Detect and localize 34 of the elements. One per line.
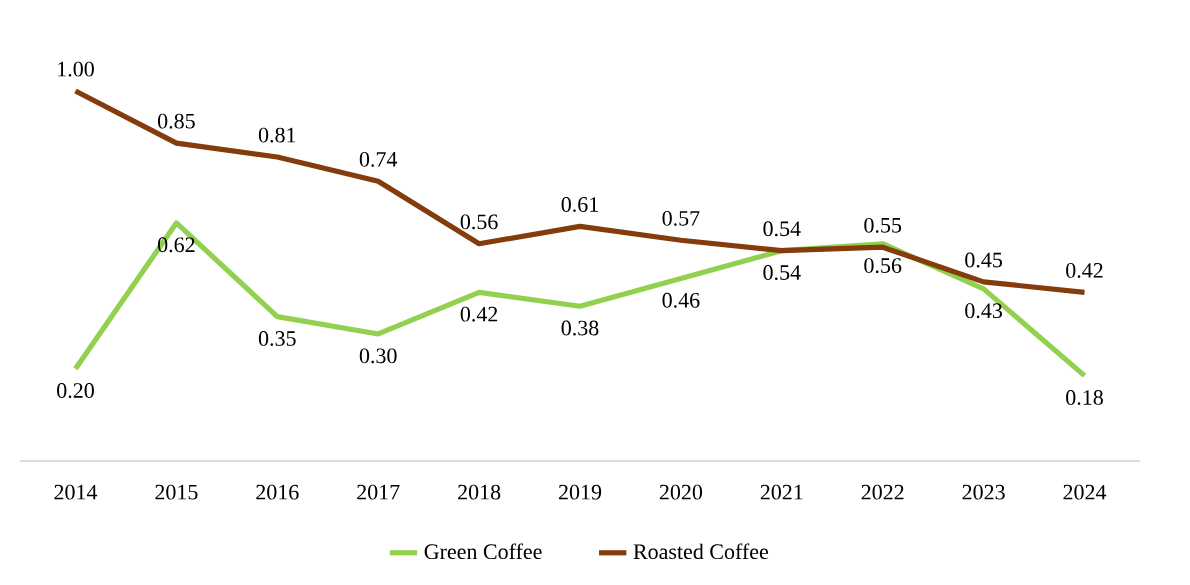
data-label: 0.18 — [1066, 390, 1103, 405]
x-tick-label: 2014 — [54, 484, 98, 500]
x-tick-label: 2021 — [760, 484, 803, 500]
x-tick-label: 2022 — [861, 484, 904, 500]
x-tick-label: 2018 — [458, 484, 501, 500]
x-tick-label: 2024 — [1063, 484, 1107, 500]
data-label: 0.43 — [965, 303, 1002, 319]
data-label: 0.56 — [460, 214, 498, 230]
x-tick-label: 2020 — [659, 484, 703, 500]
x-tick-label: 2015 — [155, 484, 198, 500]
x-tick-label: 2017 — [357, 484, 400, 500]
x-tick-label: 2019 — [558, 484, 602, 500]
data-label: 0.35 — [258, 331, 296, 346]
data-label: 0.61 — [561, 197, 598, 212]
data-label: 0.46 — [662, 292, 700, 308]
x-tick-label: 2023 — [962, 484, 1005, 500]
data-label: 0.85 — [158, 113, 195, 129]
data-label: 0.42 — [1066, 263, 1103, 278]
data-label: 0.81 — [258, 127, 296, 143]
data-label: 0.45 — [965, 252, 1002, 268]
data-label: 0.42 — [460, 306, 498, 322]
data-label: 0.55 — [864, 217, 902, 233]
data-label: 0.54 — [763, 221, 801, 237]
data-label: 0.20 — [57, 383, 94, 399]
data-label: 0.74 — [359, 151, 398, 167]
data-label: 0.38 — [561, 320, 599, 336]
data-label: 0.30 — [359, 348, 397, 364]
legend-label: Roasted Coffee — [633, 543, 769, 560]
legend-label: Green Coffee — [424, 543, 542, 560]
data-label: 0.57 — [662, 210, 700, 226]
data-label: 0.56 — [864, 258, 902, 274]
data-label: 0.54 — [763, 265, 801, 281]
data-label: 1.00 — [58, 61, 94, 77]
x-tick-label: 2016 — [256, 484, 299, 500]
